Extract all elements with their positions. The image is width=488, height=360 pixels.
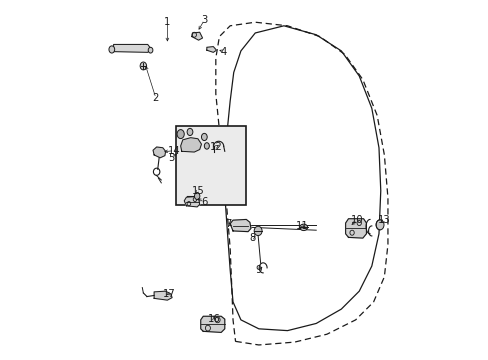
Text: 16: 16 <box>207 314 220 324</box>
Ellipse shape <box>201 134 207 140</box>
Ellipse shape <box>254 226 262 235</box>
Ellipse shape <box>375 220 383 230</box>
Ellipse shape <box>177 130 184 139</box>
Polygon shape <box>184 197 199 207</box>
Polygon shape <box>191 32 202 40</box>
Text: 9: 9 <box>255 265 262 275</box>
Ellipse shape <box>140 62 146 70</box>
Text: 3: 3 <box>201 15 207 25</box>
Text: 17: 17 <box>163 289 175 299</box>
Ellipse shape <box>109 46 115 53</box>
Polygon shape <box>154 291 172 300</box>
Polygon shape <box>153 147 165 158</box>
Ellipse shape <box>204 143 209 149</box>
Text: 13: 13 <box>377 215 390 225</box>
Ellipse shape <box>148 47 153 53</box>
Text: 2: 2 <box>152 93 159 103</box>
Ellipse shape <box>299 224 307 230</box>
Ellipse shape <box>194 193 200 199</box>
Text: 1: 1 <box>164 17 170 27</box>
Text: 5: 5 <box>167 153 174 163</box>
Text: 12: 12 <box>209 142 222 152</box>
Text: 14: 14 <box>168 145 181 156</box>
Polygon shape <box>345 219 366 238</box>
Polygon shape <box>201 316 224 332</box>
Polygon shape <box>113 44 151 52</box>
Ellipse shape <box>187 129 192 135</box>
Text: 10: 10 <box>350 215 363 225</box>
Text: 11: 11 <box>295 221 307 230</box>
Text: 4: 4 <box>220 46 226 57</box>
Polygon shape <box>180 138 201 152</box>
Polygon shape <box>206 46 216 52</box>
Text: 7: 7 <box>224 219 231 229</box>
Bar <box>176 126 246 205</box>
Text: 8: 8 <box>249 233 255 243</box>
Text: 15: 15 <box>191 186 204 196</box>
Text: 6: 6 <box>201 197 207 207</box>
Polygon shape <box>230 220 250 231</box>
